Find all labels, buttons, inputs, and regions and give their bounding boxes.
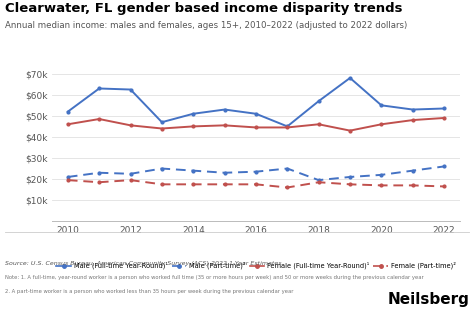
Text: Clearwater, FL gender based income disparity trends: Clearwater, FL gender based income dispa…	[5, 2, 402, 15]
Text: 2. A part-time worker is a person who worked less than 35 hours per week during : 2. A part-time worker is a person who wo…	[5, 289, 293, 294]
Text: Source: U.S. Census Bureau, American Community Survey (ACS) 2022 1-Year Estimate: Source: U.S. Census Bureau, American Com…	[5, 261, 281, 266]
Legend: Male (Full-time Year-Round)¹, Male (Part-time)², Female (Full-time Year-Round)¹,: Male (Full-time Year-Round)¹, Male (Part…	[54, 259, 458, 272]
Text: Neilsberg: Neilsberg	[387, 292, 469, 307]
Text: Note: 1. A full-time, year-round worker is a person who worked full time (35 or : Note: 1. A full-time, year-round worker …	[5, 275, 423, 280]
Text: Annual median income: males and females, ages 15+, 2010–2022 (adjusted to 2022 d: Annual median income: males and females,…	[5, 21, 407, 29]
